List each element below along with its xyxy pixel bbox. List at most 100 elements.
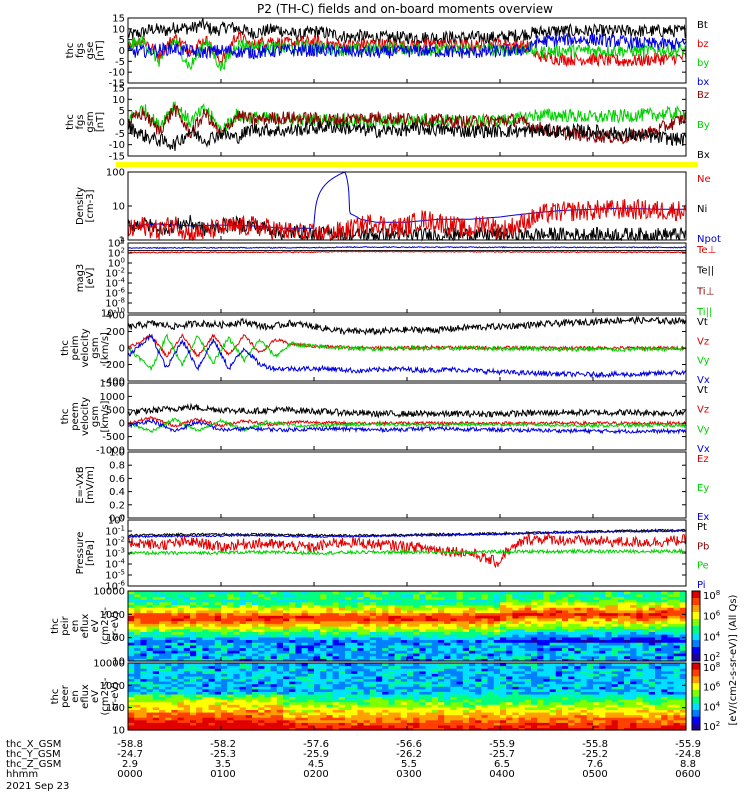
spectrogram-cell <box>363 650 371 654</box>
spectrogram-cell <box>493 617 501 622</box>
spectrogram-cell <box>469 663 476 667</box>
spectrogram-cell <box>233 599 241 603</box>
spectrogram-cell <box>537 675 544 680</box>
spectrogram-cell <box>475 642 482 646</box>
spectrogram-cell <box>295 612 303 616</box>
spectrogram-cell <box>276 717 284 721</box>
spectrogram-cell <box>462 714 470 718</box>
spectrogram-cell <box>673 668 681 672</box>
spectrogram-cell <box>431 693 439 698</box>
spectrogram-cell <box>562 636 569 641</box>
y-axis-label: Density <box>75 187 86 225</box>
spectrogram-cell <box>444 652 451 657</box>
spectrogram-cell <box>574 724 582 729</box>
spectrogram-cell <box>351 658 358 662</box>
spectrogram-cell <box>506 599 513 603</box>
spectrogram-cell <box>580 688 588 692</box>
spectrogram-cell <box>524 693 532 698</box>
spectrogram-cell <box>258 636 265 641</box>
spectrogram-cell <box>456 655 464 659</box>
spectrogram-cell <box>407 688 414 692</box>
spectrogram-cell <box>307 615 315 619</box>
spectrogram-cell <box>227 607 234 611</box>
spectrogram-cell <box>326 717 334 721</box>
spectrogram-cell <box>307 683 315 687</box>
spectrogram-cell <box>462 670 470 674</box>
spectrogram-cell <box>369 607 377 611</box>
spectrogram-cell <box>276 701 284 705</box>
spectrogram-cell <box>673 639 681 643</box>
spectrogram-cell <box>134 591 141 595</box>
spectrogram-cell <box>152 647 160 651</box>
spectrogram-cell <box>295 642 303 646</box>
spectrogram-cell <box>624 631 631 635</box>
spectrogram-cell <box>128 615 135 619</box>
spectrogram-cell <box>338 691 346 695</box>
spectrogram-cell <box>221 639 228 643</box>
spectrogram-cell <box>165 617 172 622</box>
spectrogram-cell <box>227 678 234 682</box>
spectrogram-cell <box>369 596 377 600</box>
spectrogram-cell <box>450 607 458 611</box>
spectrogram-cell <box>636 599 644 603</box>
spectrogram-cell <box>648 658 656 662</box>
spectrogram-cell <box>276 683 284 687</box>
spectrogram-cell <box>487 615 495 619</box>
spectrogram-cell <box>469 678 476 682</box>
spectrogram-cell <box>506 699 513 703</box>
spectrogram-cell <box>382 639 389 643</box>
spectrogram-cell <box>425 670 433 674</box>
spectrogram-cell <box>524 722 532 726</box>
spectrogram-cell <box>258 681 265 685</box>
spectrogram-cell <box>276 599 284 603</box>
spectrogram-cell <box>159 678 166 682</box>
spectrogram-cell <box>655 722 662 726</box>
spectrogram-cell <box>500 724 507 729</box>
spectrogram-cell <box>593 688 600 692</box>
spectrogram-cell <box>400 631 408 635</box>
spectrogram-cell <box>574 591 582 595</box>
spectrogram-cell <box>245 626 253 630</box>
spectrogram-cell <box>512 709 520 713</box>
spectrogram-cell <box>630 615 637 619</box>
spectrogram-cell <box>450 719 458 723</box>
spectrogram-cell <box>574 634 582 638</box>
spectrogram-cell <box>487 714 495 718</box>
spectrogram-cell <box>171 668 179 672</box>
spectrogram-cell <box>593 699 600 703</box>
spectrogram-cell <box>208 652 216 657</box>
spectrogram-cell <box>165 631 172 635</box>
spectrogram-cell <box>655 634 662 638</box>
spectrogram-cell <box>456 706 464 710</box>
spectrogram-cell <box>183 612 191 616</box>
spectrogram-cell <box>524 691 532 695</box>
spectrogram-cell <box>283 688 290 692</box>
spectrogram-cell <box>555 655 563 659</box>
spectrogram-cell <box>586 673 594 677</box>
spectrogram-cell <box>332 604 340 608</box>
spectrogram-cell <box>382 591 389 595</box>
spectrogram-cell <box>543 599 551 603</box>
spectrogram-cell <box>493 675 501 680</box>
spectrogram-cell <box>593 727 600 731</box>
spectrogram-cell <box>531 634 538 638</box>
spectrogram-cell <box>599 652 606 657</box>
spectrogram-cell <box>462 612 470 616</box>
spectrogram-cell <box>264 668 272 672</box>
spectrogram-cell <box>673 652 681 657</box>
spectrogram-cell <box>239 706 247 710</box>
spectrogram-cell <box>667 670 675 674</box>
spectrogram-cell <box>239 593 247 597</box>
spectrogram-cell <box>394 644 402 649</box>
spectrogram-cell <box>345 596 352 600</box>
y-tick-label: 10 <box>112 95 125 106</box>
spectrogram-cell <box>301 620 309 624</box>
spectrogram-cell <box>630 591 637 595</box>
spectrogram-cell <box>438 609 445 614</box>
y-tick-label: 1000 <box>100 392 125 403</box>
spectrogram-cell <box>413 699 420 703</box>
spectrogram-cell <box>568 701 575 705</box>
spectrogram-cell <box>276 724 284 729</box>
spectrogram-cell <box>407 696 414 700</box>
spectrogram-cell <box>450 704 458 708</box>
